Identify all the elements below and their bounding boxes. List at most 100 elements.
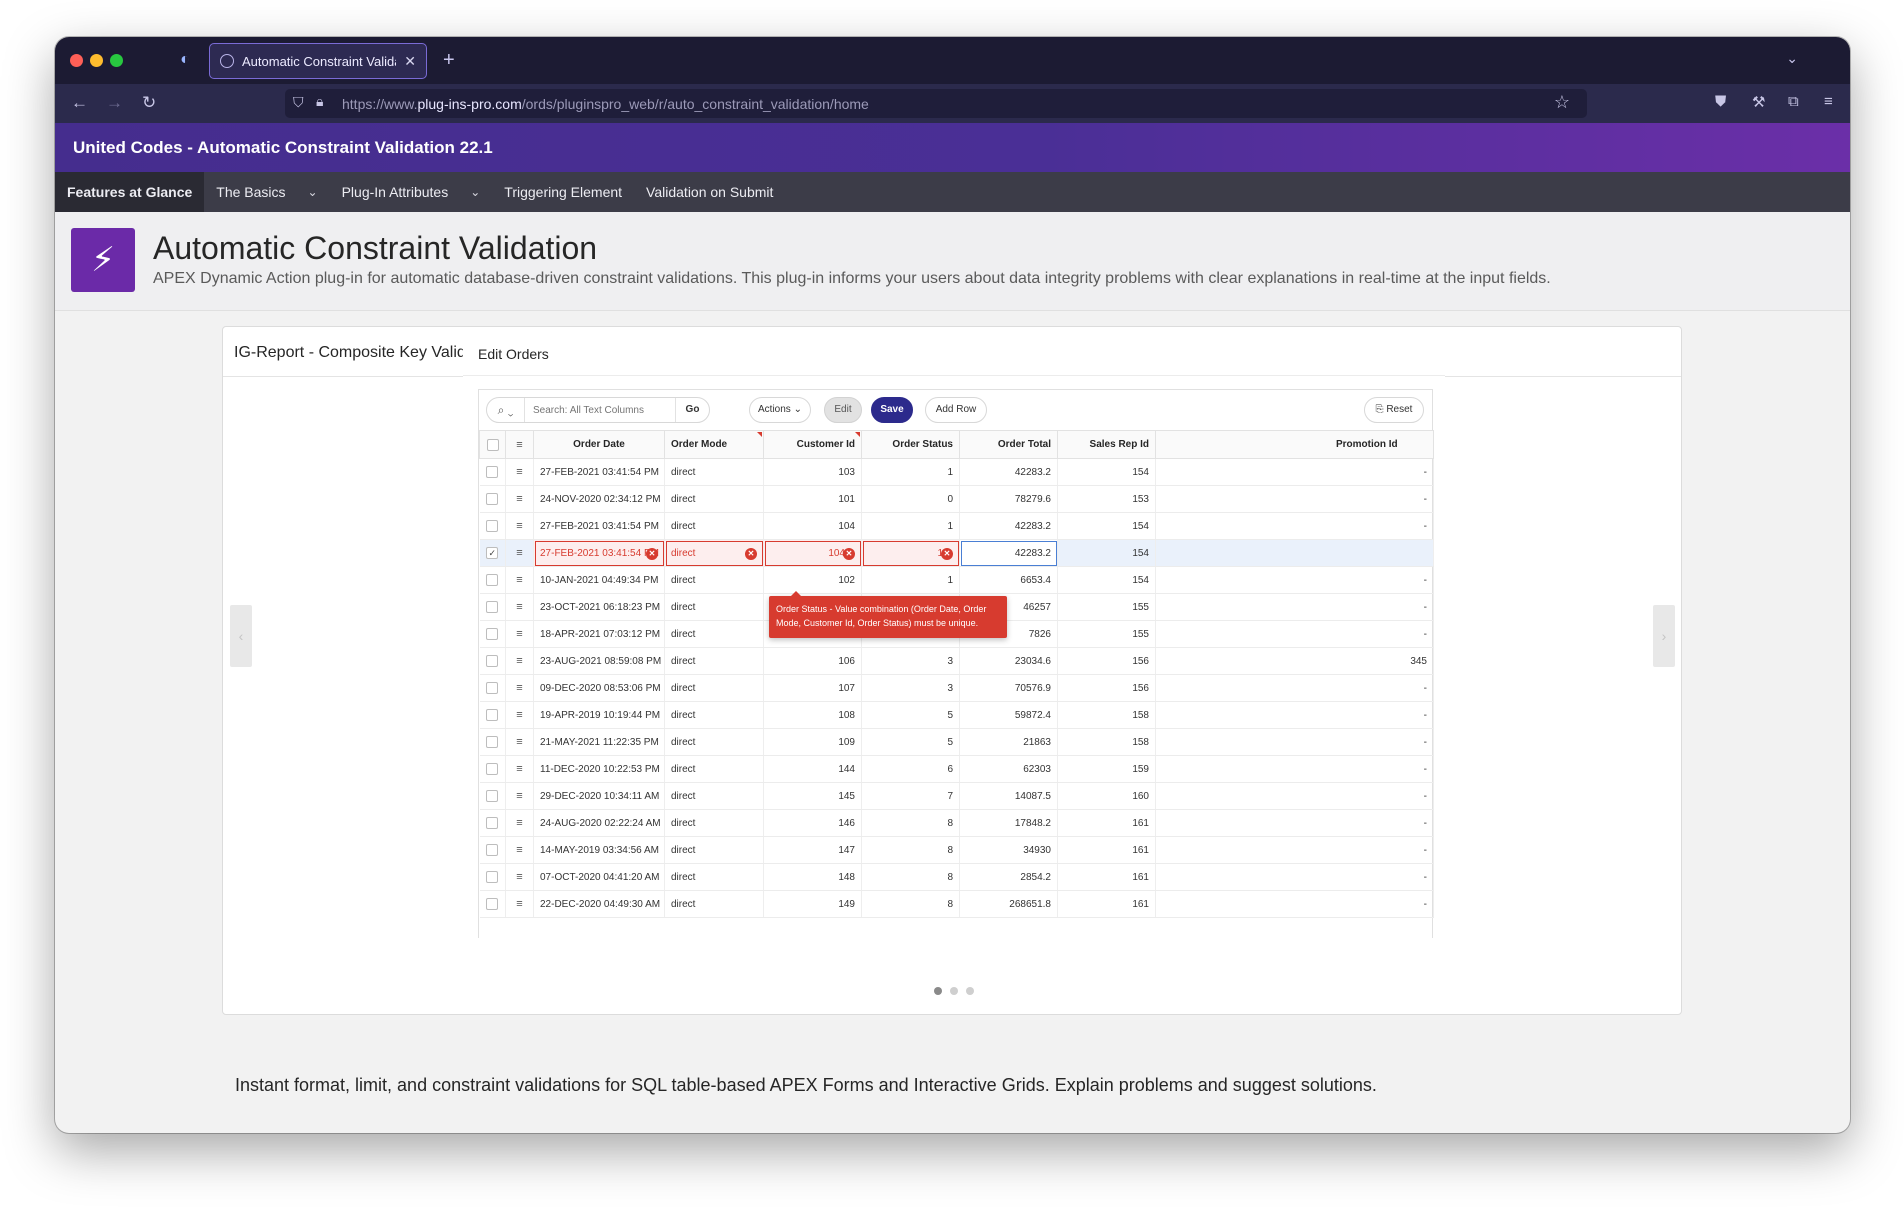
table-row[interactable]: ≡ 24-AUG-2020 02:22:24 AM direct 146 8 17848.… xyxy=(479,809,1434,837)
grid-cell[interactable]: - xyxy=(1155,728,1434,756)
row-checkbox[interactable] xyxy=(479,485,506,513)
grid-cell[interactable]: - xyxy=(1155,566,1434,594)
nav-validation-on-submit[interactable]: Validation on Submit xyxy=(646,184,774,200)
grid-cell[interactable]: 161 xyxy=(1057,836,1156,864)
table-row[interactable]: ≡ 14-MAY-2019 03:34:56 AM direct 147 8 34930 1… xyxy=(479,836,1434,864)
grid-cell[interactable]: 156 xyxy=(1057,647,1156,675)
grid-cell[interactable]: - xyxy=(1155,755,1434,783)
grid-cell[interactable]: - xyxy=(1155,836,1434,864)
pocket-icon[interactable]: ⛊ xyxy=(1715,93,1727,110)
grid-cell[interactable]: 23-OCT-2021 06:18:23 PM xyxy=(533,593,665,621)
column-header[interactable]: Order Mode xyxy=(664,430,764,459)
row-checkbox[interactable] xyxy=(479,701,506,729)
grid-cell[interactable]: direct xyxy=(664,620,764,648)
list-all-tabs-icon[interactable]: ⌄ xyxy=(1786,50,1798,66)
row-actions-menu[interactable]: ≡ xyxy=(505,647,534,675)
table-row[interactable]: ≡ 24-NOV-2020 02:34:12 PM direct 101 0 78279.… xyxy=(479,485,1434,513)
error-icon[interactable]: ✕ xyxy=(941,548,953,560)
grid-cell[interactable]: 21863 xyxy=(959,728,1058,756)
row-actions-menu[interactable]: ≡ xyxy=(505,728,534,756)
table-row[interactable]: ≡ 11-DEC-2020 10:22:53 PM direct 144 6 62303 1… xyxy=(479,755,1434,783)
row-checkbox[interactable] xyxy=(479,593,506,621)
row-checkbox[interactable] xyxy=(479,863,506,891)
row-actions-menu[interactable]: ≡ xyxy=(505,539,534,567)
new-tab-button[interactable]: + xyxy=(443,49,455,71)
chevron-down-icon[interactable]: ⌄ xyxy=(470,185,481,199)
grid-cell[interactable]: 155 xyxy=(1057,620,1156,648)
table-row[interactable]: ≡ 27-FEB-2021 03:41:54 PM direct 104 1 42283.… xyxy=(479,512,1434,540)
row-checkbox[interactable] xyxy=(479,647,506,675)
grid-cell[interactable]: 102 xyxy=(763,566,862,594)
back-arrow-icon[interactable]: ← xyxy=(71,93,88,112)
grid-cell[interactable]: 6 xyxy=(861,755,960,783)
row-checkbox[interactable] xyxy=(479,755,506,783)
carousel-next-button[interactable]: › xyxy=(1653,605,1675,667)
firefox-view-icon[interactable]: ◐ xyxy=(180,51,190,68)
error-icon[interactable]: ✕ xyxy=(843,548,855,560)
grid-cell[interactable]: direct xyxy=(664,674,764,702)
nav-the-basics[interactable]: The Basics ⌄ xyxy=(216,184,318,200)
grid-cell[interactable]: 34930 xyxy=(959,836,1058,864)
grid-cell[interactable]: direct xyxy=(664,512,764,540)
grid-cell[interactable]: 154 xyxy=(1057,566,1156,594)
table-row[interactable]: ≡ 21-MAY-2021 11:22:35 PM direct 109 5 21863 1… xyxy=(479,728,1434,756)
grid-cell[interactable]: 23-AUG-2021 08:59:08 PM xyxy=(533,647,665,675)
grid-cell[interactable]: - xyxy=(1155,701,1434,729)
grid-cell[interactable]: - xyxy=(1155,782,1434,810)
table-row[interactable]: ≡ 27-FEB-2021 03:41:54 PM direct 103 1 42283.… xyxy=(479,458,1434,486)
grid-cell[interactable]: 104 xyxy=(763,512,862,540)
grid-cell[interactable]: direct xyxy=(664,836,764,864)
grid-cell[interactable]: 0 xyxy=(861,485,960,513)
table-row[interactable]: ≡ 09-DEC-2020 08:53:06 PM direct 107 3 70576.… xyxy=(479,674,1434,702)
grid-cell[interactable]: - xyxy=(1155,863,1434,891)
grid-cell[interactable]: direct xyxy=(664,728,764,756)
grid-cell[interactable]: 24-AUG-2020 02:22:24 AM xyxy=(533,809,665,837)
row-actions-menu[interactable]: ≡ xyxy=(505,890,534,918)
grid-cell[interactable]: direct ✕ xyxy=(664,539,764,567)
grid-cell[interactable]: 42283.2 xyxy=(959,539,1058,567)
grid-cell[interactable]: 153 xyxy=(1057,485,1156,513)
carousel-dot[interactable] xyxy=(950,987,958,995)
search-input[interactable] xyxy=(525,404,665,416)
grid-cell[interactable]: 268651.8 xyxy=(959,890,1058,918)
grid-cell[interactable]: 3 xyxy=(861,647,960,675)
grid-cell[interactable]: 14087.5 xyxy=(959,782,1058,810)
grid-cell[interactable]: 2854.2 xyxy=(959,863,1058,891)
error-icon[interactable]: ✕ xyxy=(745,548,757,560)
grid-cell[interactable]: 23034.6 xyxy=(959,647,1058,675)
grid-cell[interactable]: 62303 xyxy=(959,755,1058,783)
row-checkbox[interactable] xyxy=(479,566,506,594)
table-row[interactable]: ≡ 23-AUG-2021 08:59:08 PM direct 106 3 23034.… xyxy=(479,647,1434,675)
grid-cell[interactable]: - xyxy=(1155,674,1434,702)
row-actions-menu[interactable]: ≡ xyxy=(505,458,534,486)
grid-cell[interactable]: 22-DEC-2020 04:49:30 AM xyxy=(533,890,665,918)
grid-cell[interactable]: 8 xyxy=(861,863,960,891)
row-checkbox[interactable]: ✓ xyxy=(479,539,506,567)
table-row[interactable]: ≡ 10-JAN-2021 04:49:34 PM direct 102 1 6653.4… xyxy=(479,566,1434,594)
grid-cell[interactable]: 42283.2 xyxy=(959,512,1058,540)
row-checkbox[interactable] xyxy=(479,458,506,486)
grid-cell[interactable]: 156 xyxy=(1057,674,1156,702)
grid-cell[interactable]: 109 xyxy=(763,728,862,756)
column-header[interactable]: Customer Id xyxy=(763,430,862,459)
grid-cell[interactable]: 158 xyxy=(1057,728,1156,756)
grid-cell[interactable]: 09-DEC-2020 08:53:06 PM xyxy=(533,674,665,702)
search-icon[interactable]: ⌕ ⌄ xyxy=(487,398,525,422)
row-actions-menu[interactable]: ≡ xyxy=(505,836,534,864)
edit-button[interactable]: Edit xyxy=(824,397,862,423)
table-row[interactable]: ≡ 19-APR-2019 10:19:44 PM direct 108 5 59872.… xyxy=(479,701,1434,729)
row-checkbox[interactable] xyxy=(479,512,506,540)
grid-cell[interactable]: 108 xyxy=(763,701,862,729)
grid-cell[interactable]: 107 xyxy=(763,674,862,702)
close-window-button[interactable] xyxy=(70,54,83,67)
reload-icon[interactable]: ↻ xyxy=(142,93,157,112)
app-title[interactable]: United Codes - Automatic Constraint Vali… xyxy=(73,138,493,157)
grid-cell[interactable]: direct xyxy=(664,458,764,486)
row-checkbox[interactable] xyxy=(479,890,506,918)
url-text[interactable]: https://www.plug-ins-pro.com/ords/plugin… xyxy=(342,96,869,112)
browser-tab[interactable]: Automatic Constraint Validation ✕ xyxy=(209,43,427,79)
row-checkbox[interactable] xyxy=(479,809,506,837)
grid-cell[interactable]: - xyxy=(1155,485,1434,513)
grid-cell[interactable]: 159 xyxy=(1057,755,1156,783)
grid-cell[interactable]: direct xyxy=(664,863,764,891)
